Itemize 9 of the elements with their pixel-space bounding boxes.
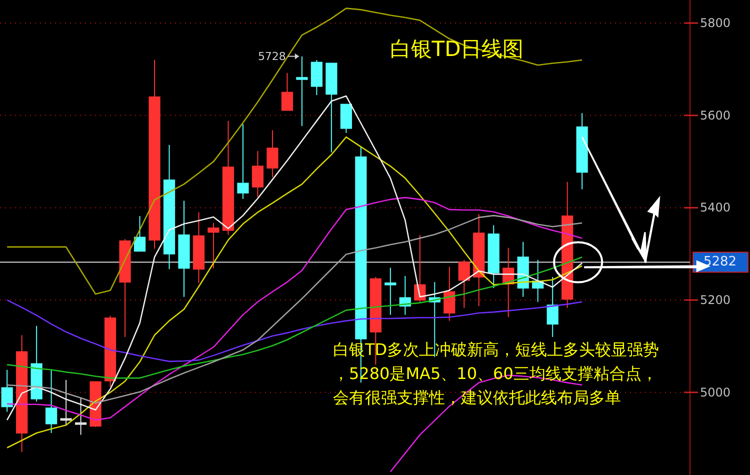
y-tick-label: 5800 [700,16,731,30]
ref-line-label: 5282 [692,252,748,273]
ref-line-label: 5282 [703,254,737,270]
y-tick-label: 5200 [700,293,731,308]
y-tick-label: 5600 [700,108,731,122]
annotation: 5728 [258,50,286,63]
y-tick-label: 5400 [700,200,731,215]
annotation-high: 5728 [258,50,300,63]
y-tick-label: 5000 [700,385,731,400]
